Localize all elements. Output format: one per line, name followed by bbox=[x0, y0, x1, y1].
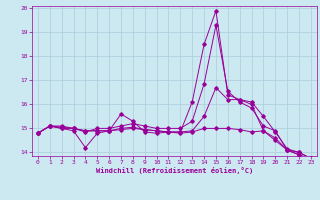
X-axis label: Windchill (Refroidissement éolien,°C): Windchill (Refroidissement éolien,°C) bbox=[96, 167, 253, 174]
